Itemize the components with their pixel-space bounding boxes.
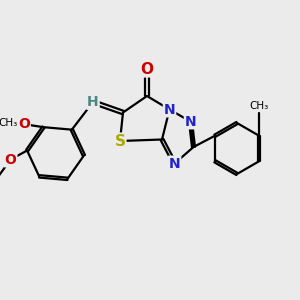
Text: S: S bbox=[115, 134, 125, 148]
Text: N: N bbox=[164, 103, 175, 116]
Text: O: O bbox=[5, 152, 16, 167]
Text: CH₃: CH₃ bbox=[250, 101, 269, 111]
Text: N: N bbox=[169, 157, 180, 170]
Text: N: N bbox=[185, 115, 196, 128]
Text: O: O bbox=[18, 117, 30, 131]
Text: H: H bbox=[87, 95, 99, 109]
Text: O: O bbox=[140, 61, 154, 76]
Text: CH₃: CH₃ bbox=[0, 118, 18, 128]
